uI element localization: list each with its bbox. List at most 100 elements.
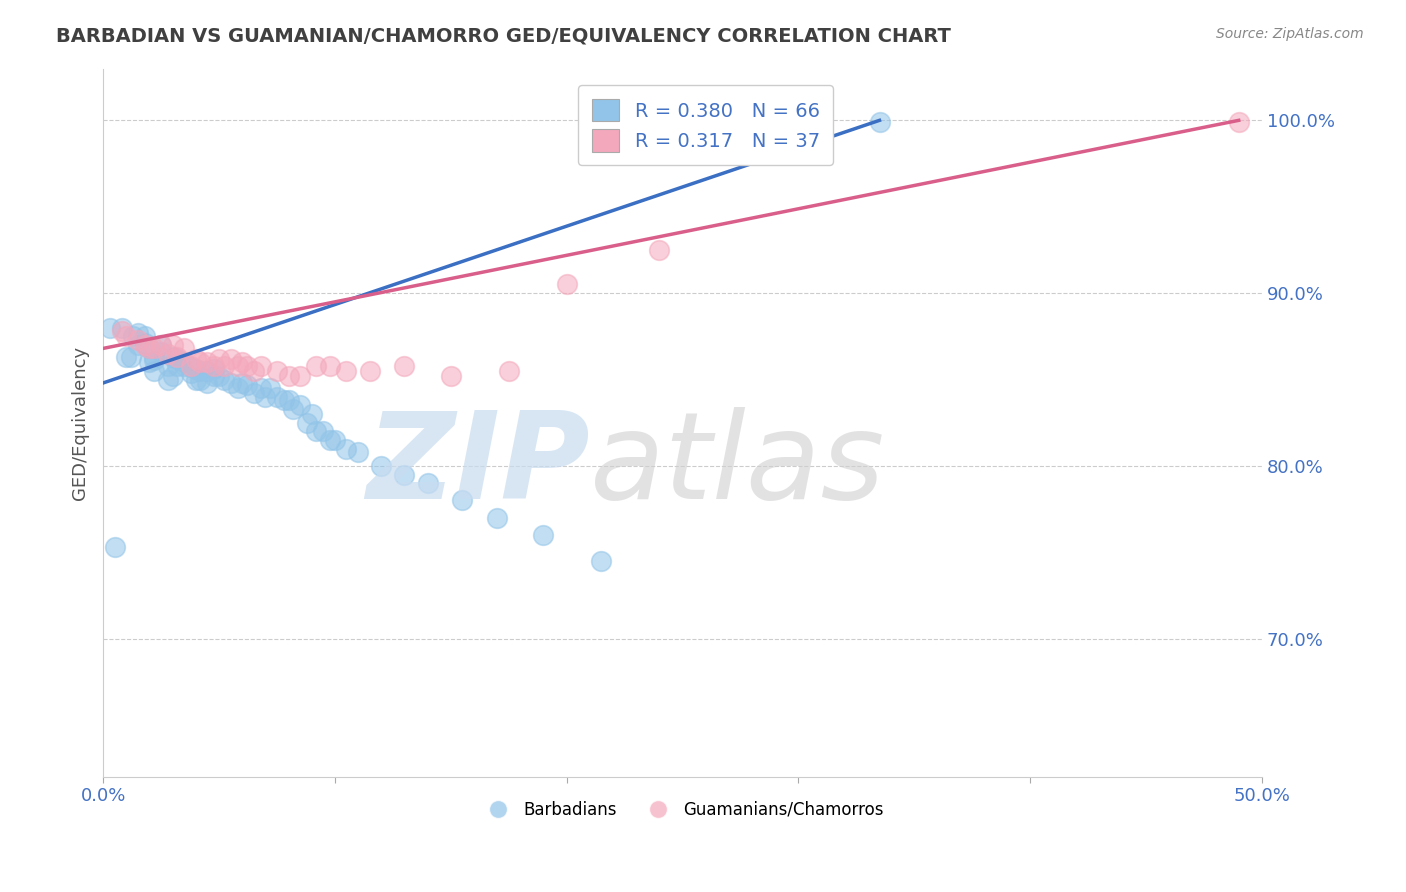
Point (359, 364, 381, 378)
Point (150, 344, 173, 359)
Point (143, 364, 166, 378)
Point (197, 364, 219, 378)
Point (440, 369, 463, 384)
Point (120, 350, 142, 364)
Point (249, 359, 271, 373)
Point (295, 416, 318, 430)
Point (231, 376, 253, 390)
Point (277, 393, 299, 408)
Point (143, 342, 166, 356)
Legend: Barbadians, Guamanians/Chamorros: Barbadians, Guamanians/Chamorros (475, 794, 890, 825)
Point (173, 355, 195, 369)
Point (190, 372, 212, 386)
Point (266, 364, 288, 378)
Point (173, 342, 195, 356)
Point (212, 359, 235, 373)
Point (486, 510, 509, 524)
Point (173, 359, 195, 373)
Point (226, 359, 249, 373)
Point (648, 243, 671, 257)
Point (335, 364, 357, 378)
Point (143, 350, 166, 364)
Point (127, 338, 149, 352)
Point (166, 350, 188, 364)
Point (134, 338, 156, 352)
Point (305, 425, 328, 439)
Point (212, 372, 235, 386)
Point (180, 359, 202, 373)
Point (202, 369, 225, 384)
Point (184, 362, 207, 376)
Point (242, 386, 264, 401)
Point (236, 377, 259, 392)
Point (162, 338, 184, 352)
Point (273, 393, 295, 408)
Point (166, 351, 188, 366)
Point (231, 355, 253, 369)
Point (236, 359, 259, 373)
Point (249, 381, 271, 395)
Point (138, 342, 160, 356)
Point (150, 338, 173, 352)
Point (157, 359, 180, 373)
Point (162, 369, 184, 384)
Point (312, 425, 335, 439)
Point (266, 390, 288, 404)
Text: ZIP: ZIP (366, 407, 589, 524)
Point (254, 390, 277, 404)
Point (115, 350, 138, 364)
Point (122, 329, 145, 343)
Point (208, 351, 231, 366)
Point (305, 359, 328, 373)
Point (111, 320, 134, 334)
Point (219, 351, 242, 366)
Point (134, 329, 156, 343)
Point (208, 369, 231, 384)
Point (180, 360, 202, 375)
Point (197, 376, 219, 390)
Point (134, 336, 156, 351)
Point (115, 329, 138, 343)
Point (394, 359, 416, 373)
Point (370, 458, 392, 473)
Point (394, 467, 416, 482)
Point (202, 362, 225, 376)
Point (288, 369, 311, 384)
Point (869, 115, 891, 129)
Point (138, 342, 160, 356)
Point (104, 540, 127, 554)
Point (319, 433, 342, 447)
Point (259, 381, 281, 395)
Point (166, 359, 188, 373)
Point (323, 433, 346, 447)
Text: atlas: atlas (589, 407, 886, 524)
Point (190, 355, 212, 369)
Point (335, 442, 357, 456)
Point (319, 359, 342, 373)
Text: Source: ZipAtlas.com: Source: ZipAtlas.com (1216, 27, 1364, 41)
Point (226, 381, 249, 395)
Point (1227, 115, 1250, 129)
Point (127, 326, 149, 340)
Point (283, 401, 305, 416)
Point (288, 399, 311, 413)
Point (533, 528, 555, 542)
Point (150, 338, 173, 352)
Point (301, 407, 323, 421)
Point (190, 364, 212, 378)
Point (143, 353, 166, 368)
Y-axis label: GED/Equivalency: GED/Equivalency (72, 345, 89, 500)
Point (277, 369, 299, 384)
Point (591, 554, 613, 568)
Point (416, 476, 439, 491)
Point (111, 324, 134, 338)
Text: BARBADIAN VS GUAMANIAN/CHAMORRO GED/EQUIVALENCY CORRELATION CHART: BARBADIAN VS GUAMANIAN/CHAMORRO GED/EQUI… (56, 27, 950, 45)
Point (347, 445, 370, 459)
Point (498, 364, 520, 378)
Point (184, 372, 207, 386)
Point (162, 350, 184, 364)
Point (219, 376, 242, 390)
Point (202, 359, 225, 373)
Point (98, 320, 121, 334)
Point (157, 372, 180, 386)
